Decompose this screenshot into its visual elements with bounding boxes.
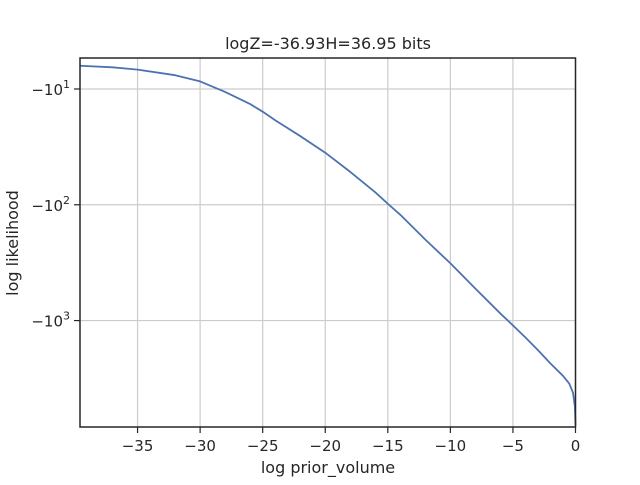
grid	[80, 58, 577, 427]
x-tick-label: −25	[247, 437, 279, 455]
x-tick-label: −5	[502, 437, 524, 455]
x-tick-label: −15	[372, 437, 404, 455]
x-axis-ticks: −35 −30 −25 −20 −15 −10 −5 0	[122, 427, 581, 455]
series-line	[79, 64, 577, 426]
y-axis-ticks: −101 −102 −103	[31, 78, 80, 331]
x-tick-label: 0	[571, 437, 581, 455]
x-axis-label: log prior_volume	[261, 458, 395, 478]
chart-title: logZ=-36.93H=36.95 bits	[225, 34, 431, 53]
y-tick-label: −103	[31, 310, 70, 331]
x-tick-label: −30	[184, 437, 216, 455]
series-layer	[79, 64, 577, 426]
plot-frame	[79, 57, 577, 428]
x-tick-label: −20	[309, 437, 341, 455]
y-tick-label: −101	[31, 78, 70, 99]
y-tick-label: −102	[31, 194, 70, 215]
y-tick-exponent: 2	[63, 194, 70, 207]
x-tick-label: −35	[122, 437, 154, 455]
x-tick-label: −10	[435, 437, 467, 455]
y-tick-exponent: 3	[63, 310, 70, 323]
y-tick-exponent: 1	[63, 78, 70, 91]
y-axis-label: log likelihood	[3, 190, 22, 296]
